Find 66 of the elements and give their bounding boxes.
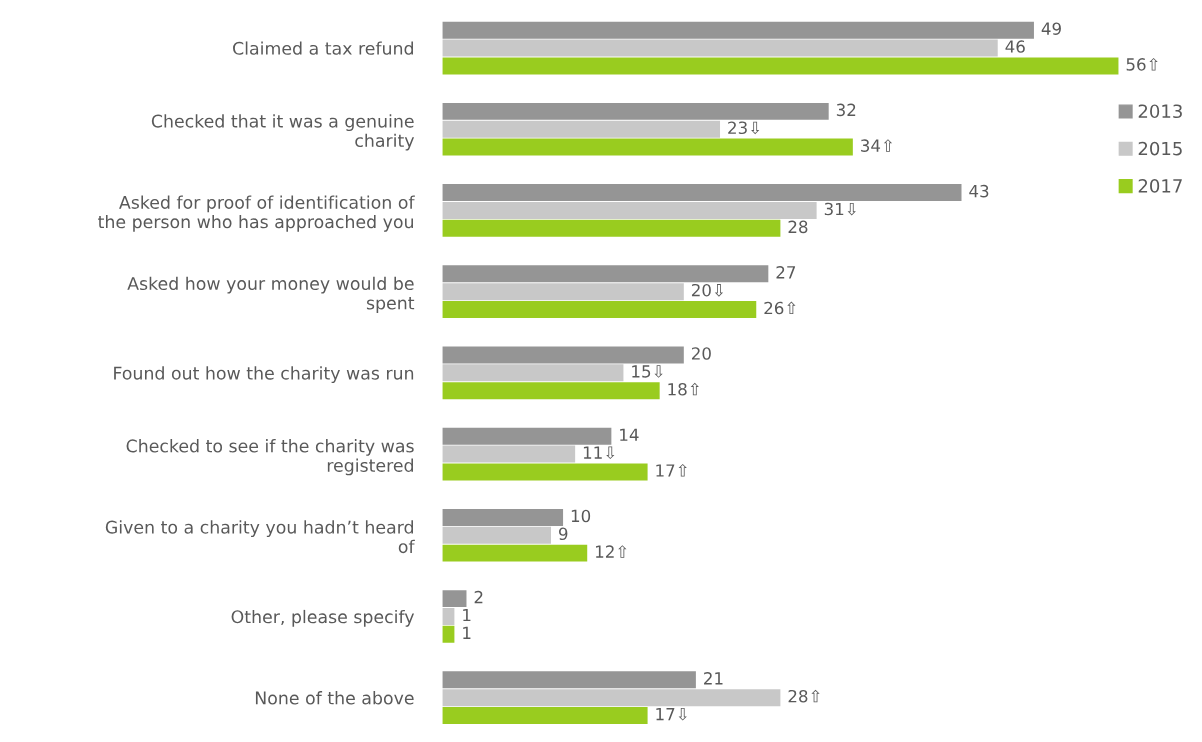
legend-label: 2017 [1138,179,1182,193]
bar [442,671,696,689]
data-label: 1 [463,608,471,622]
bar [442,265,769,283]
bar [442,508,564,526]
data-label: 26⇧ [764,301,796,315]
data-label: 27 [776,266,796,279]
y-tick-label: Asked how your money would be spent [127,276,415,313]
bar [442,463,648,481]
bar [442,427,612,445]
data-label: 56⇧ [1126,57,1158,71]
bar [442,346,684,364]
data-label: 11⇩ [583,446,615,460]
bar [442,184,962,202]
bar [442,707,648,725]
bar [442,39,998,57]
bar [442,544,588,562]
y-tick-label: Other, please specify [231,609,415,627]
data-label: 46 [1005,40,1025,53]
data-label: 32 [836,103,856,117]
y-tick-label: Checked that it was a genuine charity [151,114,415,151]
data-label: 12⇧ [596,545,627,558]
y-tick-label: Claimed a tax refund [233,41,413,55]
bar [442,219,781,237]
y-tick-label: Asked for proof of identification of the person who has approached you [98,195,415,232]
bar [442,625,455,643]
data-label: 18⇧ [668,382,699,396]
bar [442,102,829,120]
data-label: 49 [1041,22,1061,35]
data-label: 28 [788,220,808,234]
data-label: 9 [558,527,568,541]
bar [442,590,467,608]
bar [442,120,721,138]
bar [442,301,757,318]
data-label: 14 [620,428,639,441]
bar [442,364,624,382]
bar [442,445,576,463]
bar [442,21,1034,39]
y-tick-label: None of the above [255,691,414,705]
bar [442,138,853,156]
data-label: 23⇩ [728,121,760,135]
data-label: 21 [704,672,723,685]
data-label: 28⇧ [788,689,820,703]
data-label: 17⇧ [656,463,687,477]
data-label: 10 [571,509,591,523]
y-tick-label: Checked to see if the charity was registered [126,439,414,476]
data-label: 31⇩ [824,202,856,216]
bar [442,382,660,400]
y-tick-label: Found out how the charity was run [114,366,414,384]
bar [442,283,684,301]
data-label: 1 [463,626,471,639]
data-label: 20 [691,347,711,360]
data-label: 34⇧ [861,139,893,152]
bar [442,526,551,544]
bar [442,57,1119,75]
y-tick-label: Given to a charity you hadn’t heard of [105,520,415,554]
data-label: 2 [474,590,483,604]
bar [442,201,817,219]
data-label: 15⇩ [632,365,663,378]
data-label: 20⇩ [691,283,724,297]
bar [442,607,455,625]
data-label: 43 [969,184,989,198]
data-label: 17⇩ [656,708,687,721]
legend-label: 2013 [1138,104,1182,119]
bar [442,689,781,707]
legend-label: 2015 [1138,141,1182,156]
